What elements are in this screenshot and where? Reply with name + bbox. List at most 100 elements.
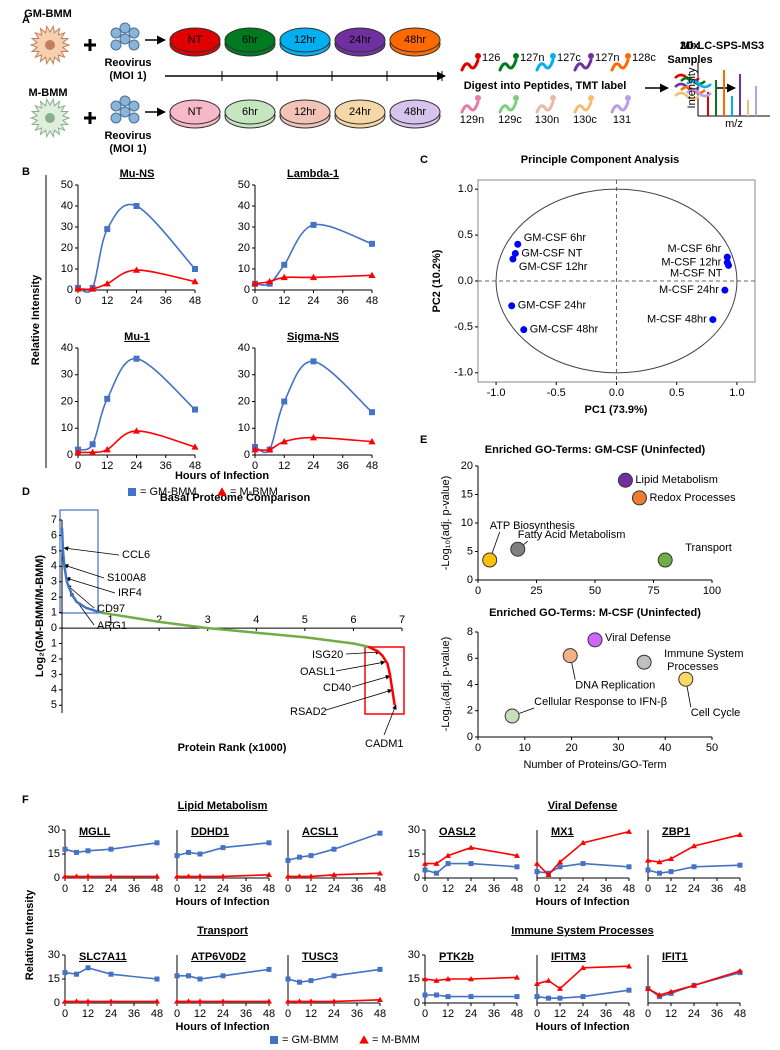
- x-tick-label: 24: [130, 460, 142, 472]
- data-point: [197, 873, 203, 879]
- data-point: [445, 994, 451, 1000]
- dish: [389, 27, 441, 53]
- y-tick-label: 1: [51, 637, 57, 649]
- data-point: [520, 326, 528, 334]
- data-point: [296, 998, 303, 1004]
- data-point: [192, 266, 198, 272]
- point-label: M-CSF 6hr: [668, 243, 722, 255]
- data-point: [285, 976, 291, 982]
- annotation-arrow: [65, 576, 116, 594]
- chart-title: Principle Component Analysis: [521, 154, 680, 166]
- data-point: [626, 828, 632, 834]
- tmt-tag: [475, 95, 481, 101]
- data-point: [557, 864, 563, 870]
- annotation: ISG20: [312, 649, 343, 661]
- data-point: [557, 995, 563, 1001]
- data-point: [557, 859, 563, 865]
- data-point: [89, 285, 97, 292]
- data-point: [185, 873, 192, 879]
- y-tick-label: 0: [54, 872, 60, 884]
- x-tick-label: 50: [589, 585, 601, 597]
- tmt-label: 127n: [520, 52, 544, 64]
- annotation-arrow: [66, 584, 95, 609]
- y-tick-label: 0.5: [458, 229, 473, 241]
- y-tick-label: 20: [61, 242, 73, 254]
- chart-title: OASL2: [439, 826, 476, 838]
- chart-title: Enriched GO-Terms: GM-CSF (Uninfected): [485, 444, 706, 456]
- chart-title: SLC7A11: [79, 951, 127, 963]
- x-tick-label: 36: [711, 883, 723, 895]
- y-tick-label: 2: [51, 591, 57, 603]
- timepoint-label: 6hr: [242, 106, 258, 118]
- data-point: [197, 851, 203, 857]
- point-label: M-CSF 12hr: [661, 257, 721, 269]
- data-point: [174, 873, 180, 879]
- data-point: [186, 849, 191, 855]
- timepoint-label: NT: [188, 106, 203, 118]
- x-tick-label: 1.0: [729, 387, 744, 399]
- group-title: Viral Defense: [548, 800, 618, 812]
- data-point: [504, 708, 520, 724]
- legend-label: = GM-BMM: [282, 1034, 339, 1046]
- y-tick-label: 0: [54, 997, 60, 1009]
- y-tick-label: 15: [48, 973, 60, 985]
- y-tick-label: 30: [61, 369, 73, 381]
- y-tick-label: 4: [467, 678, 473, 690]
- data-point: [85, 998, 91, 1004]
- legend-label: = M-BMM: [230, 486, 278, 498]
- x-tick-label: 24: [688, 883, 700, 895]
- annotation: S100A8: [107, 572, 146, 584]
- cell-line-label: M-BMM: [28, 87, 67, 99]
- x-tick-label: 50: [706, 742, 718, 754]
- y-tick-label: 30: [238, 221, 250, 233]
- y-axis-label: Relative Intensity: [24, 889, 36, 980]
- x-tick-label: 48: [623, 1008, 635, 1020]
- data-point: [191, 278, 199, 285]
- chart-title: Mu-1: [124, 331, 150, 343]
- peptide-icon: [610, 100, 630, 114]
- x-tick-label: 30: [612, 742, 624, 754]
- chart-title: Lambda-1: [287, 168, 339, 180]
- x-tick-label: 36: [337, 295, 349, 307]
- tmt-tag: [625, 95, 631, 101]
- cell-line-label: GM-BMM: [24, 8, 72, 20]
- data-point: [534, 860, 540, 866]
- x-tick-label: 12: [442, 883, 454, 895]
- data-point: [309, 434, 318, 441]
- x-tick-label: 24: [688, 1008, 700, 1020]
- spectrum-axis-label: m/z: [725, 118, 743, 130]
- peptide-icon: [573, 100, 593, 114]
- data-point: [308, 998, 314, 1004]
- y-tick-label: 0: [51, 622, 57, 634]
- dish: [169, 27, 221, 53]
- y-tick-label: 0: [244, 449, 250, 461]
- y-tick-label: 6: [467, 652, 473, 664]
- data-point: [308, 853, 314, 859]
- data-point: [74, 849, 79, 855]
- data-point: [280, 438, 288, 445]
- x-tick-label: 12: [278, 460, 290, 472]
- data-point: [468, 976, 474, 982]
- virus-icon: [128, 39, 140, 51]
- data-point: [132, 266, 141, 273]
- virus-icon: [128, 27, 140, 39]
- panel-label: D: [22, 486, 30, 498]
- data-point: [266, 446, 274, 453]
- x-tick-label: 24: [105, 883, 117, 895]
- y-axis-label: Log₂(GM-BMM/M-BMM): [34, 555, 46, 678]
- y-tick-label: 50: [238, 179, 250, 191]
- data-point: [281, 398, 288, 405]
- x-tick-label: 24: [105, 1008, 117, 1020]
- x-tick-label: 12: [665, 1008, 677, 1020]
- y-tick-label: 30: [48, 824, 60, 836]
- point-label: GM-CSF 24hr: [518, 300, 587, 312]
- point-label: Immune System Processes: [664, 648, 743, 673]
- data-point: [534, 869, 540, 875]
- y-tick-label: 15: [48, 848, 60, 860]
- data-point: [721, 286, 729, 294]
- x-tick-label: 1: [108, 614, 114, 626]
- data-point: [657, 870, 662, 876]
- data-point: [174, 853, 180, 859]
- data-point: [133, 203, 140, 209]
- legend-marker: [128, 488, 136, 496]
